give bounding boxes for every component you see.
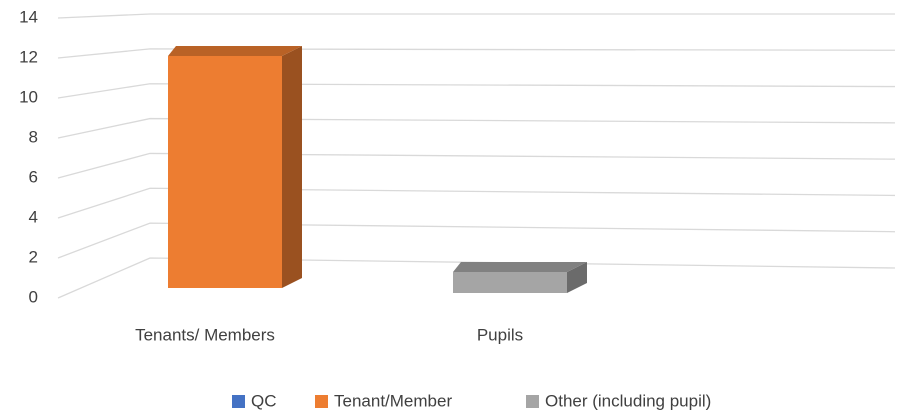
y-tick-label: 14 xyxy=(19,7,38,26)
bar-side xyxy=(282,46,302,288)
x-tick-label: Pupils xyxy=(477,325,523,344)
bar-top xyxy=(453,262,587,272)
y-tick-label: 8 xyxy=(29,127,38,146)
bar xyxy=(168,56,282,288)
y-tick-label: 2 xyxy=(29,247,38,266)
y-tick-label: 6 xyxy=(29,167,38,186)
bar-top xyxy=(168,46,302,56)
grid-line xyxy=(57,117,896,139)
grid-line xyxy=(57,152,896,179)
legend-swatch xyxy=(315,395,328,408)
grid-line xyxy=(57,222,896,259)
legend-label: Other (including pupil) xyxy=(545,391,711,410)
legend-label: QC xyxy=(251,391,277,410)
y-tick-label: 4 xyxy=(29,207,38,226)
x-tick-label: Tenants/ Members xyxy=(135,325,275,344)
legend-label: Tenant/Member xyxy=(334,391,452,410)
bar xyxy=(453,272,567,293)
bar-side xyxy=(567,262,587,293)
legend-swatch xyxy=(232,395,245,408)
y-tick-label: 12 xyxy=(19,47,38,66)
grid-line xyxy=(57,257,896,299)
grid-line xyxy=(57,83,896,99)
grid-line xyxy=(57,187,896,219)
legend-swatch xyxy=(526,395,539,408)
y-tick-label: 0 xyxy=(29,287,38,306)
y-tick-label: 10 xyxy=(19,87,38,106)
grid-line xyxy=(57,13,895,19)
grid-line xyxy=(57,48,896,59)
